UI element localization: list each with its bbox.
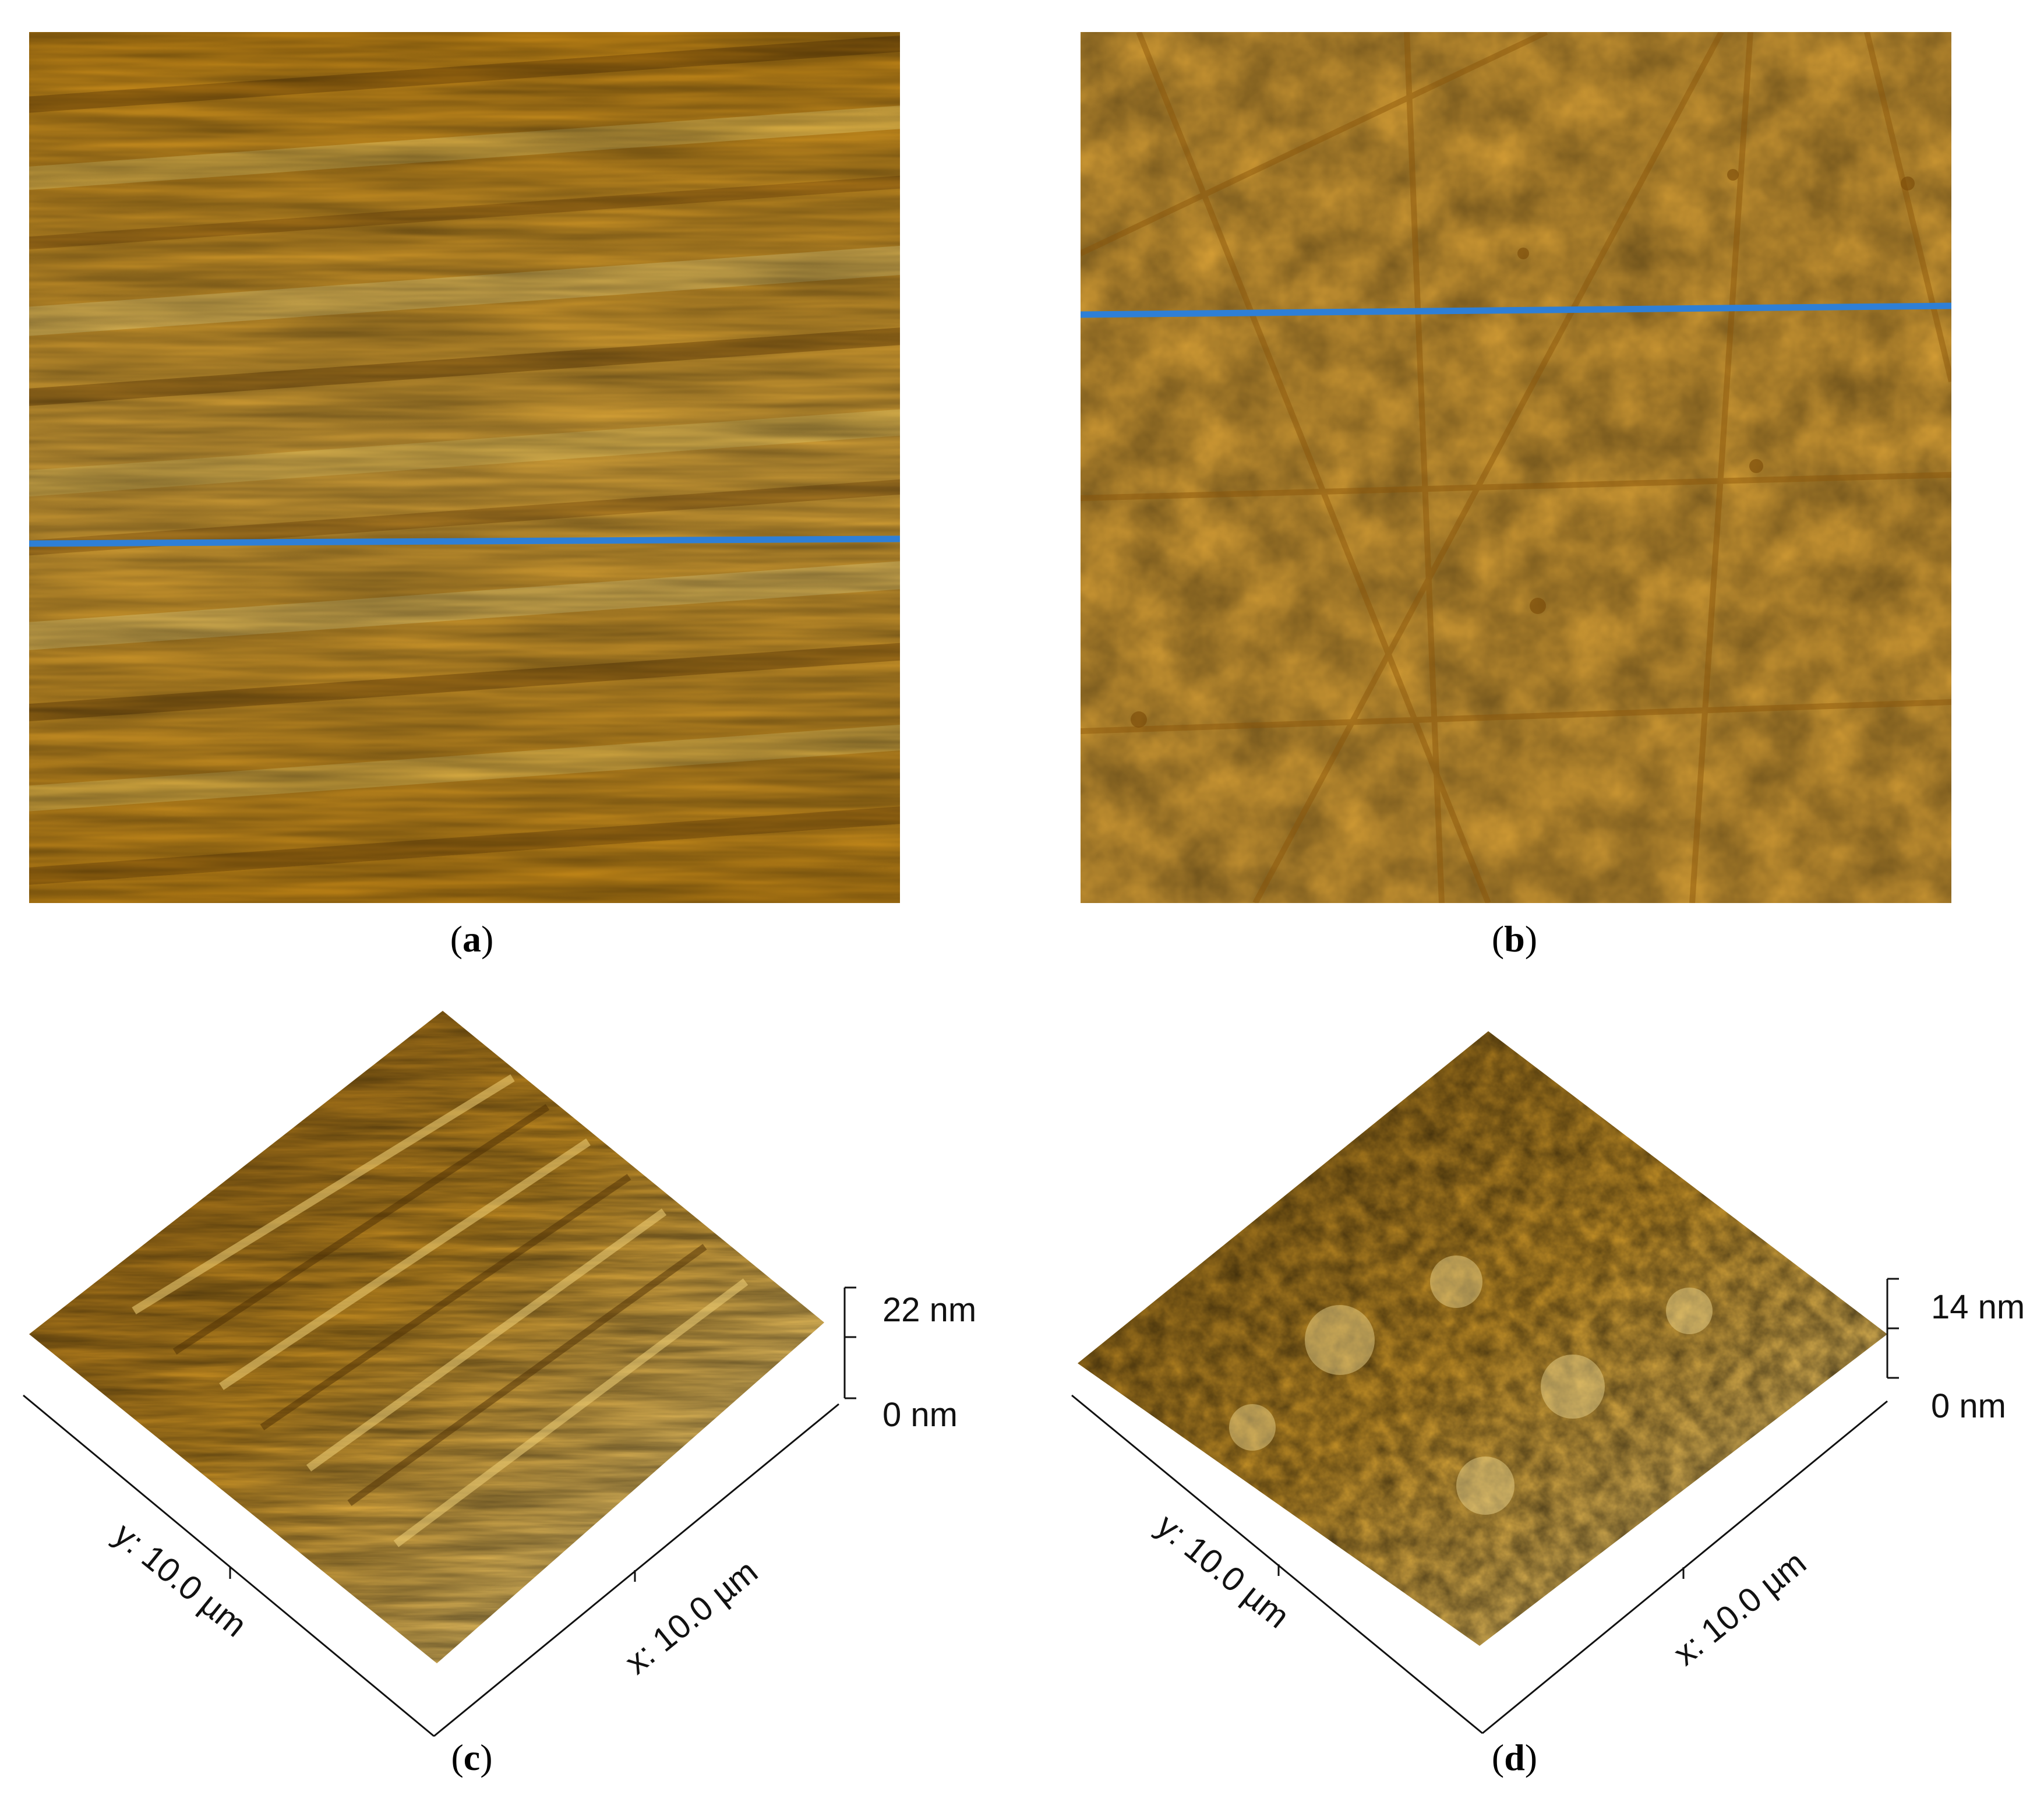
z-min-label-d: 0 nm [1931, 1387, 2006, 1425]
z-max-label-c: 22 nm [882, 1291, 977, 1329]
profile-line-b [1081, 302, 1951, 318]
axes-c [23, 1286, 856, 1737]
caption-b: (b) [1491, 918, 1538, 960]
caption-d: (d) [1491, 1737, 1538, 1778]
afm-height-map-a [29, 32, 900, 903]
caption-c: (c) [451, 1737, 493, 1778]
y-axis-label-c: y: 10.0 µm [107, 1515, 254, 1645]
afm-height-map-b [1081, 32, 1951, 903]
x-axis-label-c: x: 10.0 µm [617, 1552, 765, 1682]
x-axis-label-d: x: 10.0 µm [1666, 1543, 1813, 1673]
z-min-label-c: 0 nm [882, 1396, 958, 1434]
z-max-label-d: 14 nm [1931, 1288, 2025, 1326]
axes-d [1071, 1278, 1899, 1734]
caption-a: (a) [450, 918, 494, 960]
y-axis-label-d: y: 10.0 µm [1149, 1506, 1297, 1636]
profile-line-a [29, 535, 900, 547]
